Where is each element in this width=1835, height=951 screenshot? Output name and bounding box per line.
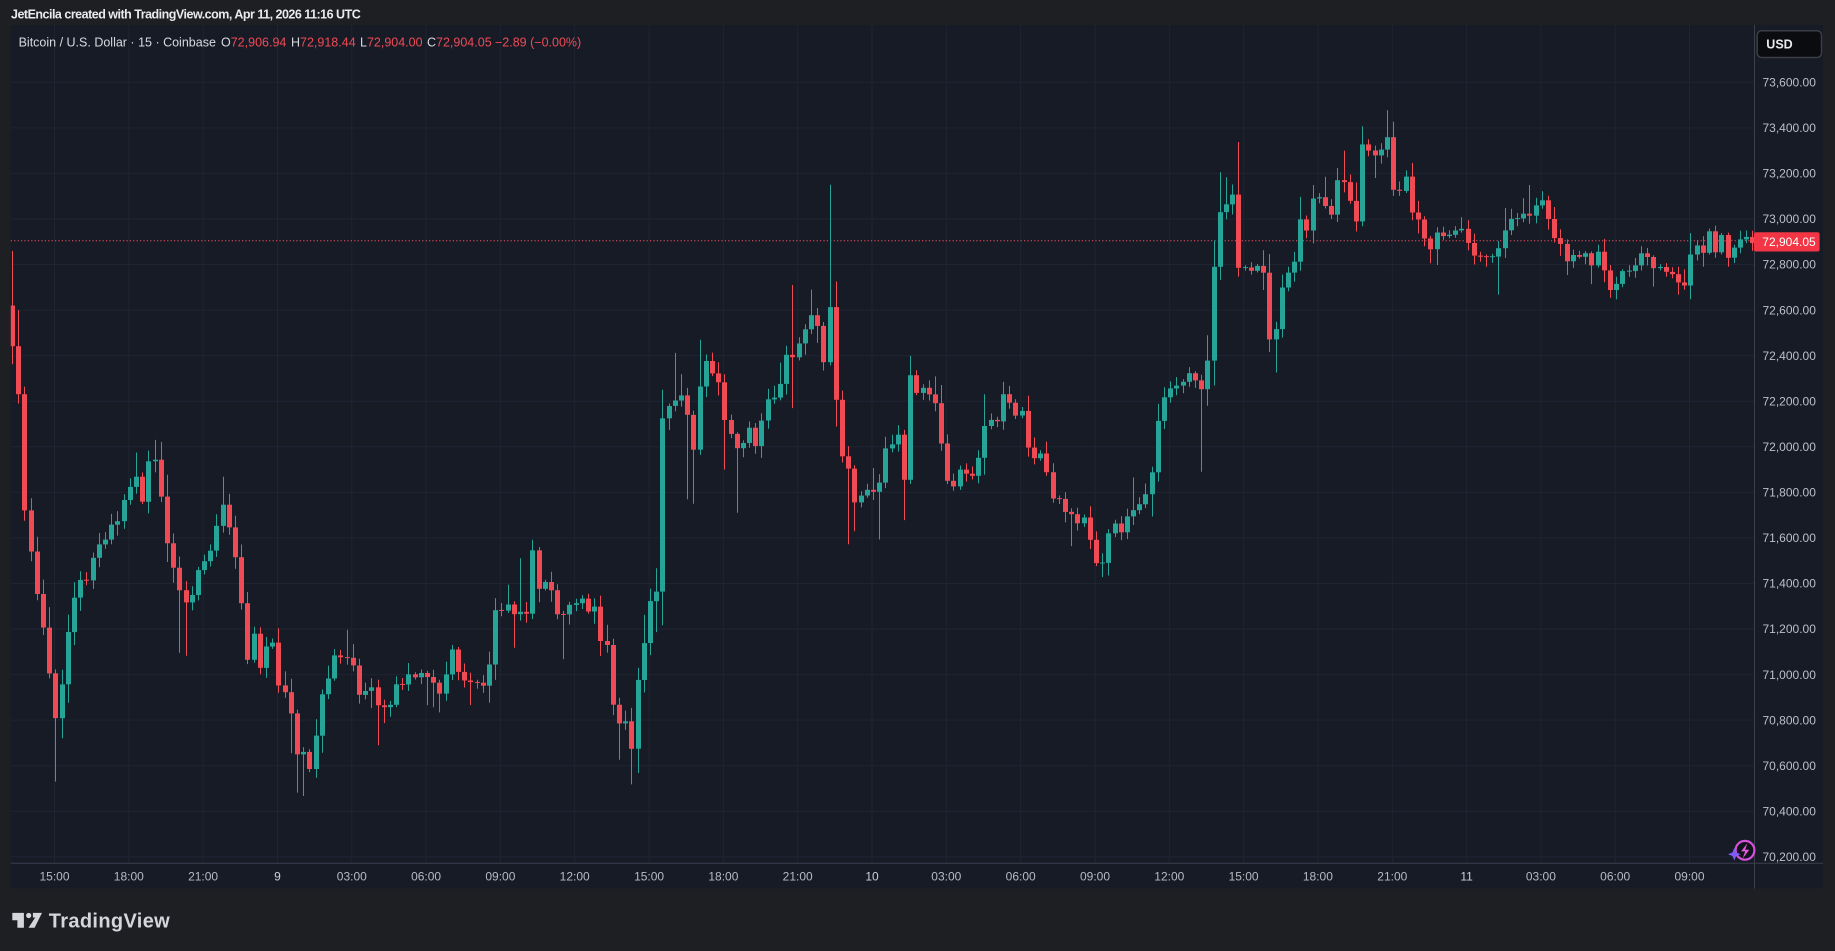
svg-text:71,400.00: 71,400.00 [1763,577,1817,591]
svg-text:06:00: 06:00 [1600,870,1630,884]
svg-text:JetEncila created with Trading: JetEncila created with TradingView.com, … [11,8,361,22]
svg-text:72,000.00: 72,000.00 [1763,440,1817,454]
svg-text:73,200.00: 73,200.00 [1763,167,1817,181]
svg-text:18:00: 18:00 [708,870,738,884]
svg-text:06:00: 06:00 [1006,870,1036,884]
svg-text:9: 9 [274,870,281,884]
svg-text:09:00: 09:00 [1674,870,1704,884]
svg-text:12:00: 12:00 [1154,870,1184,884]
svg-text:18:00: 18:00 [114,870,144,884]
svg-text:11: 11 [1460,870,1473,884]
svg-text:73,600.00: 73,600.00 [1763,76,1817,90]
svg-text:21:00: 21:00 [783,870,813,884]
svg-text:15:00: 15:00 [634,870,664,884]
svg-text:72,600.00: 72,600.00 [1763,303,1817,317]
svg-text:21:00: 21:00 [188,870,218,884]
svg-text:−2.89 (−0.00%): −2.89 (−0.00%) [495,36,581,50]
svg-text:10: 10 [865,870,879,884]
svg-text:71,200.00: 71,200.00 [1763,622,1817,636]
svg-text:21:00: 21:00 [1377,870,1407,884]
svg-text:O72,906.94: O72,906.94 [221,36,286,50]
svg-text:TradingView: TradingView [49,911,170,933]
svg-text:03:00: 03:00 [1526,870,1556,884]
svg-text:09:00: 09:00 [485,870,515,884]
svg-text:70,800.00: 70,800.00 [1763,713,1817,727]
svg-text:72,400.00: 72,400.00 [1763,349,1817,363]
svg-text:70,400.00: 70,400.00 [1763,805,1817,819]
svg-text:09:00: 09:00 [1080,870,1110,884]
svg-text:73,400.00: 73,400.00 [1763,121,1817,135]
svg-text:USD: USD [1766,38,1792,52]
svg-text:70,600.00: 70,600.00 [1763,759,1817,773]
svg-text:12:00: 12:00 [560,870,590,884]
svg-text:72,800.00: 72,800.00 [1763,258,1817,272]
svg-text:70,200.00: 70,200.00 [1763,850,1817,864]
svg-text:Bitcoin / U.S. Dollar · 15 · C: Bitcoin / U.S. Dollar · 15 · Coinbase [19,36,216,50]
svg-text:72,904.05: 72,904.05 [1762,235,1816,249]
svg-text:H72,918.44: H72,918.44 [291,36,356,50]
svg-text:71,800.00: 71,800.00 [1763,486,1817,500]
svg-text:71,000.00: 71,000.00 [1763,668,1817,682]
svg-text:72,200.00: 72,200.00 [1763,394,1817,408]
svg-text:06:00: 06:00 [411,870,441,884]
svg-text:73,000.00: 73,000.00 [1763,212,1817,226]
svg-text:L72,904.00: L72,904.00 [360,36,423,50]
svg-text:18:00: 18:00 [1303,870,1333,884]
svg-text:71,600.00: 71,600.00 [1763,531,1817,545]
svg-text:15:00: 15:00 [39,870,69,884]
svg-text:03:00: 03:00 [931,870,961,884]
svg-text:03:00: 03:00 [337,870,367,884]
svg-text:15:00: 15:00 [1229,870,1259,884]
svg-text:C72,904.05: C72,904.05 [427,36,492,50]
